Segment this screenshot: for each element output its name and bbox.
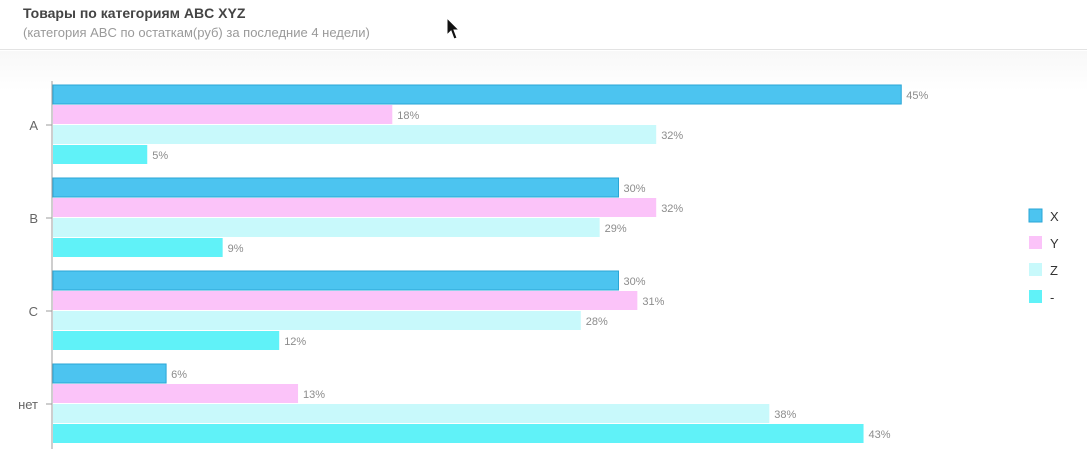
category-label-3: нет — [18, 397, 38, 412]
bar-Y-1[interactable] — [53, 198, 657, 217]
data-label-Z-3: 38% — [774, 409, 796, 421]
mouse-cursor-icon — [446, 17, 460, 40]
bar-X-2[interactable] — [52, 270, 619, 291]
bar-Y-3[interactable] — [53, 384, 299, 403]
bar-X-3[interactable] — [52, 363, 167, 384]
data-label-X-0: 45% — [906, 90, 928, 102]
data-label-X-2: 30% — [624, 276, 646, 288]
data-label-Y-1: 32% — [661, 203, 683, 215]
legend-swatch-Y[interactable] — [1029, 236, 1042, 249]
category-label-1: B — [29, 211, 38, 226]
bar-Y-0[interactable] — [53, 105, 393, 124]
bar---2[interactable] — [53, 331, 280, 350]
data-label---3: 43% — [869, 429, 891, 441]
bar-X-0[interactable] — [52, 84, 902, 105]
bar-X-1[interactable] — [52, 177, 619, 198]
data-label-Z-1: 29% — [605, 223, 627, 235]
category-label-2: C — [29, 304, 38, 319]
data-label-X-3: 6% — [171, 369, 187, 381]
bar-Z-0[interactable] — [53, 125, 657, 144]
legend-label-X[interactable]: X — [1050, 209, 1059, 224]
chart-subtitle: (категория ABC по остаткам(руб) за после… — [23, 25, 370, 40]
bar---3[interactable] — [53, 424, 864, 443]
legend-swatch--[interactable] — [1029, 290, 1042, 303]
bar-Z-1[interactable] — [53, 218, 600, 237]
chart-title: Товары по категориям ABC XYZ — [23, 5, 246, 21]
bar-Z-2[interactable] — [53, 311, 581, 330]
legend-label--[interactable]: - — [1050, 290, 1054, 305]
category-label-0: A — [29, 118, 38, 133]
data-label-Z-2: 28% — [586, 316, 608, 328]
data-label-Z-0: 32% — [661, 130, 683, 142]
legend-swatch-X[interactable] — [1028, 208, 1043, 223]
chart-area: A 45% 18% 32% 5% B 30% 32% 29% 9% C 30% 31% 28% 12% нет… — [0, 51, 1087, 449]
bar---0[interactable] — [53, 145, 148, 164]
data-label---2: 12% — [284, 336, 306, 348]
legend-swatch-Z[interactable] — [1029, 263, 1042, 276]
chart-header: Товары по категориям ABC XYZ (категория … — [0, 0, 1087, 50]
data-label---1: 9% — [228, 243, 244, 255]
data-label-X-1: 30% — [624, 183, 646, 195]
bar-chart: A 45% 18% 32% 5% B 30% 32% 29% 9% C 30% 31% 28% 12% нет… — [18, 81, 1059, 449]
legend-label-Z[interactable]: Z — [1050, 263, 1058, 278]
legend-label-Y[interactable]: Y — [1050, 236, 1059, 251]
bar-Y-2[interactable] — [53, 291, 638, 310]
data-label-Y-0: 18% — [397, 110, 419, 122]
data-label-Y-2: 31% — [642, 296, 664, 308]
bar-Z-3[interactable] — [53, 404, 770, 423]
data-label-Y-3: 13% — [303, 389, 325, 401]
bar---1[interactable] — [53, 238, 223, 257]
data-label---0: 5% — [152, 150, 168, 162]
